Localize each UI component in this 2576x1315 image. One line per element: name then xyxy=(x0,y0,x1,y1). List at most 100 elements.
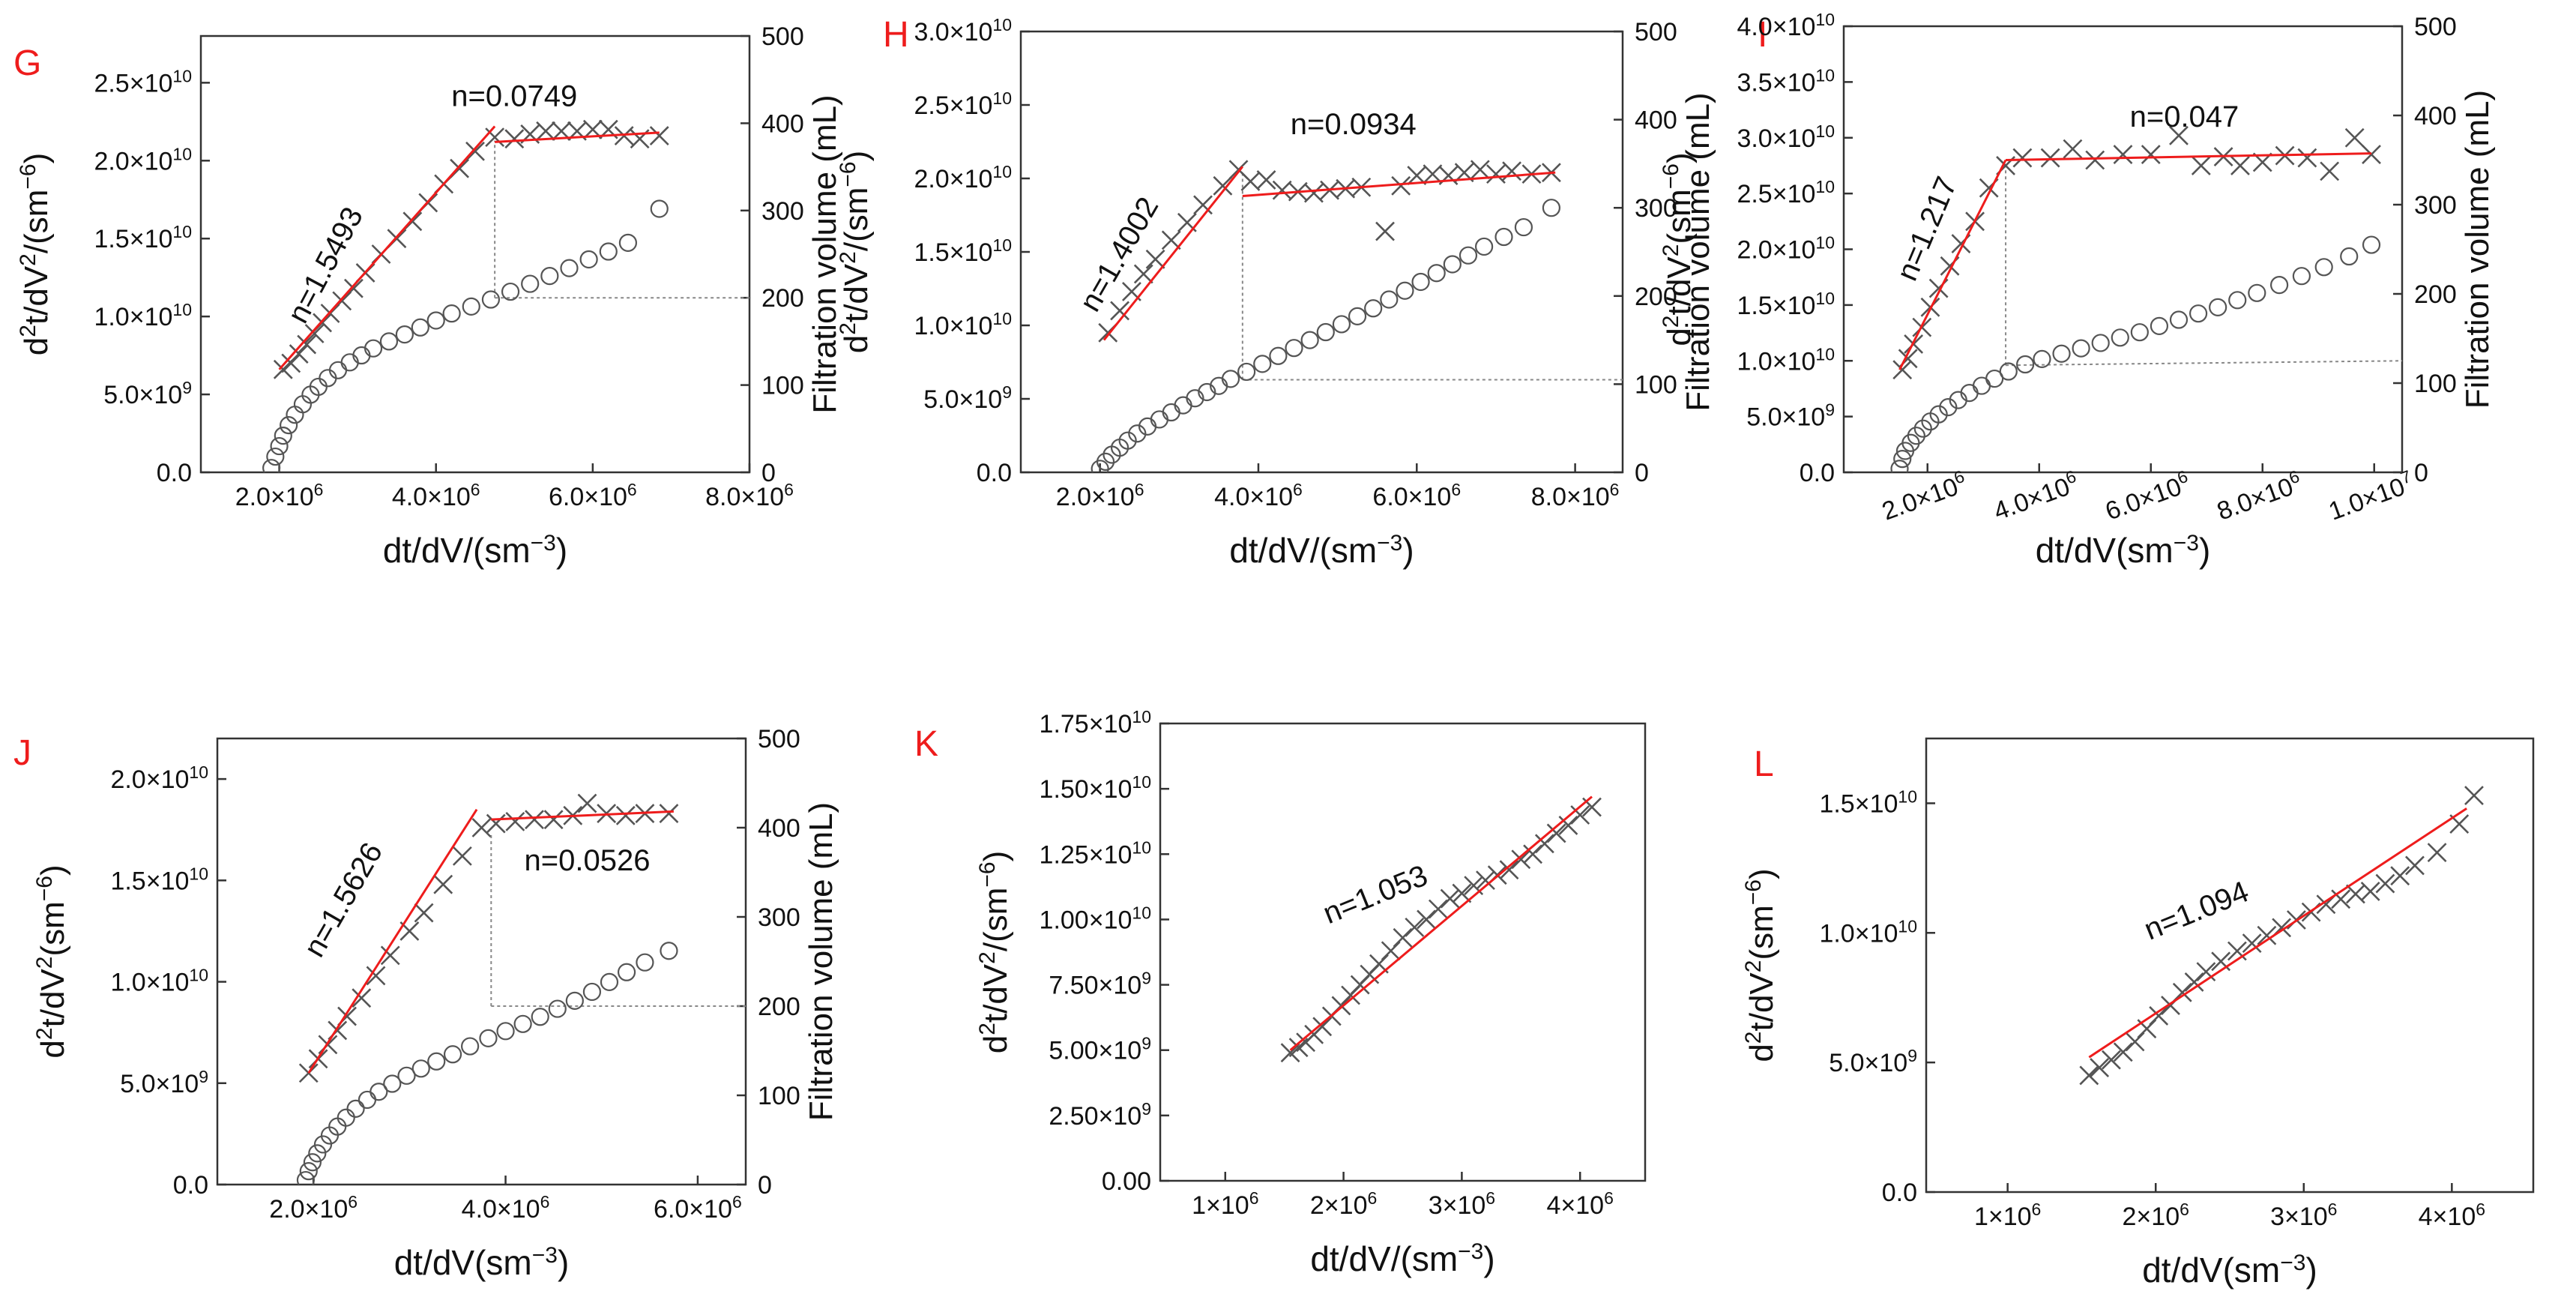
y-tick-label: 2.0×1010 xyxy=(110,762,208,794)
volume-point xyxy=(340,353,359,372)
x-tick-label: 4×106 xyxy=(2419,1200,2485,1231)
plot-area xyxy=(296,793,746,1185)
y-tick-label: 5.0×109 xyxy=(923,382,1012,414)
volume-point xyxy=(1459,246,1478,265)
panel-label: J xyxy=(13,733,31,773)
y-tick-label: 1.5×1010 xyxy=(94,222,192,253)
cross-stroke xyxy=(1256,170,1276,190)
data-point-cross xyxy=(1470,160,1490,180)
volume-point xyxy=(579,250,598,269)
data-point-cross xyxy=(1161,230,1181,250)
y-tick-label: 1.75×1010 xyxy=(1040,707,1151,738)
cross-stroke xyxy=(1470,160,1490,180)
data-point-cross xyxy=(2040,148,2060,168)
data-point-cross xyxy=(1486,164,1506,184)
volume-point xyxy=(479,1029,498,1047)
fit-line xyxy=(307,808,478,1074)
cross-stroke xyxy=(1145,249,1165,269)
data-point-cross xyxy=(1476,870,1495,891)
x-axis-label: dt/dV(sm−3) xyxy=(2036,531,2211,571)
cross-stroke xyxy=(471,818,492,837)
volume-point xyxy=(426,311,445,330)
volume-point xyxy=(461,1037,480,1056)
fit-line xyxy=(1289,795,1593,1051)
data-point-cross xyxy=(1391,175,1411,196)
volume-point xyxy=(1494,227,1513,247)
plot-area xyxy=(1091,160,1623,472)
x-tick-label: 2.0×106 xyxy=(1056,480,1144,511)
data-point-cross xyxy=(2242,933,2262,954)
y2-tick-label: 400 xyxy=(758,814,800,843)
cross-stroke xyxy=(1193,195,1213,215)
data-point-cross xyxy=(2113,1042,2133,1062)
cross-stroke xyxy=(1110,301,1129,321)
fit-line xyxy=(495,131,660,143)
volume-point xyxy=(1427,264,1446,283)
cross-stroke xyxy=(289,344,309,364)
volume-point xyxy=(548,999,567,1018)
panel-h: H 2.0×106 4.0×106 6.0×106 8.0×106 0.0 5.0×109 1… xyxy=(836,15,1717,570)
data-point-cross xyxy=(1570,805,1590,825)
volume-point xyxy=(397,1066,416,1085)
cross-stroke xyxy=(1213,175,1233,196)
cross-stroke xyxy=(281,353,301,373)
volume-point xyxy=(1237,362,1256,382)
volume-point xyxy=(364,339,383,358)
x-tick-label: 4.0×106 xyxy=(392,480,480,511)
cross-stroke xyxy=(2242,933,2262,954)
cross-stroke xyxy=(505,811,525,831)
data-point-cross xyxy=(2320,161,2340,181)
volume-point xyxy=(540,267,559,286)
volume-point xyxy=(383,1074,402,1093)
volume-point xyxy=(1174,396,1192,415)
cross-stroke xyxy=(2169,125,2189,145)
y2-tick-label: 100 xyxy=(758,1082,800,1110)
data-point-cross xyxy=(281,353,301,373)
cross-stroke xyxy=(2184,972,2204,992)
x-tick-label: 6.0×106 xyxy=(1372,480,1461,511)
data-point-cross xyxy=(577,793,597,813)
y-tick-label: 5.0×109 xyxy=(103,378,192,409)
data-point-cross xyxy=(1304,183,1324,203)
cross-stroke xyxy=(1272,180,1292,200)
volume-point xyxy=(531,1008,549,1026)
y2-tick-label: 500 xyxy=(2414,13,2457,41)
plot-area xyxy=(1890,125,2402,472)
volume-point xyxy=(1150,410,1169,429)
data-point-cross xyxy=(2149,1005,2169,1026)
volume-point xyxy=(443,1045,462,1064)
volume-point xyxy=(496,1022,515,1041)
cross-stroke xyxy=(1464,876,1484,896)
cross-stroke xyxy=(2390,866,2410,886)
panel-label: L xyxy=(1754,744,1774,784)
y-tick-label: 1.0×1010 xyxy=(1737,344,1835,376)
cross-stroke xyxy=(273,359,293,379)
cross-stroke xyxy=(1177,212,1197,232)
volume-point xyxy=(1939,398,1958,417)
data-point-cross xyxy=(1272,180,1292,200)
cross-stroke xyxy=(2331,889,2351,909)
data-point-cross xyxy=(2079,1065,2099,1086)
volume-point xyxy=(1985,369,2004,388)
data-point-cross xyxy=(452,846,472,866)
y-tick-label: 3.5×1010 xyxy=(1737,65,1835,97)
y2-tick-label: 200 xyxy=(758,993,800,1021)
data-point-cross xyxy=(2184,972,2204,992)
cross-stroke xyxy=(399,921,420,941)
y-axis-label: d2t/dV2(sm−6) xyxy=(1741,868,1781,1062)
volume-point xyxy=(2314,258,2333,277)
cross-stroke xyxy=(2427,843,2447,863)
y2-tick-label: 0 xyxy=(1635,459,1649,487)
x-tick-label: 6.0×106 xyxy=(2101,466,2195,526)
data-point-cross xyxy=(380,945,400,966)
y-tick-label: 3.0×1010 xyxy=(1737,121,1835,153)
volume-point xyxy=(481,290,501,309)
cross-stroke xyxy=(1440,888,1460,909)
cross-stroke xyxy=(2320,161,2340,181)
y-tick-label: 0.00 xyxy=(1102,1167,1151,1196)
y-tick-label: 5.0×109 xyxy=(120,1067,208,1098)
volume-point xyxy=(2169,310,2189,329)
y2-tick-label: 500 xyxy=(761,22,804,51)
y2-tick-label: 0 xyxy=(761,459,776,487)
slope-annotation: n=1.094 xyxy=(2140,875,2254,946)
